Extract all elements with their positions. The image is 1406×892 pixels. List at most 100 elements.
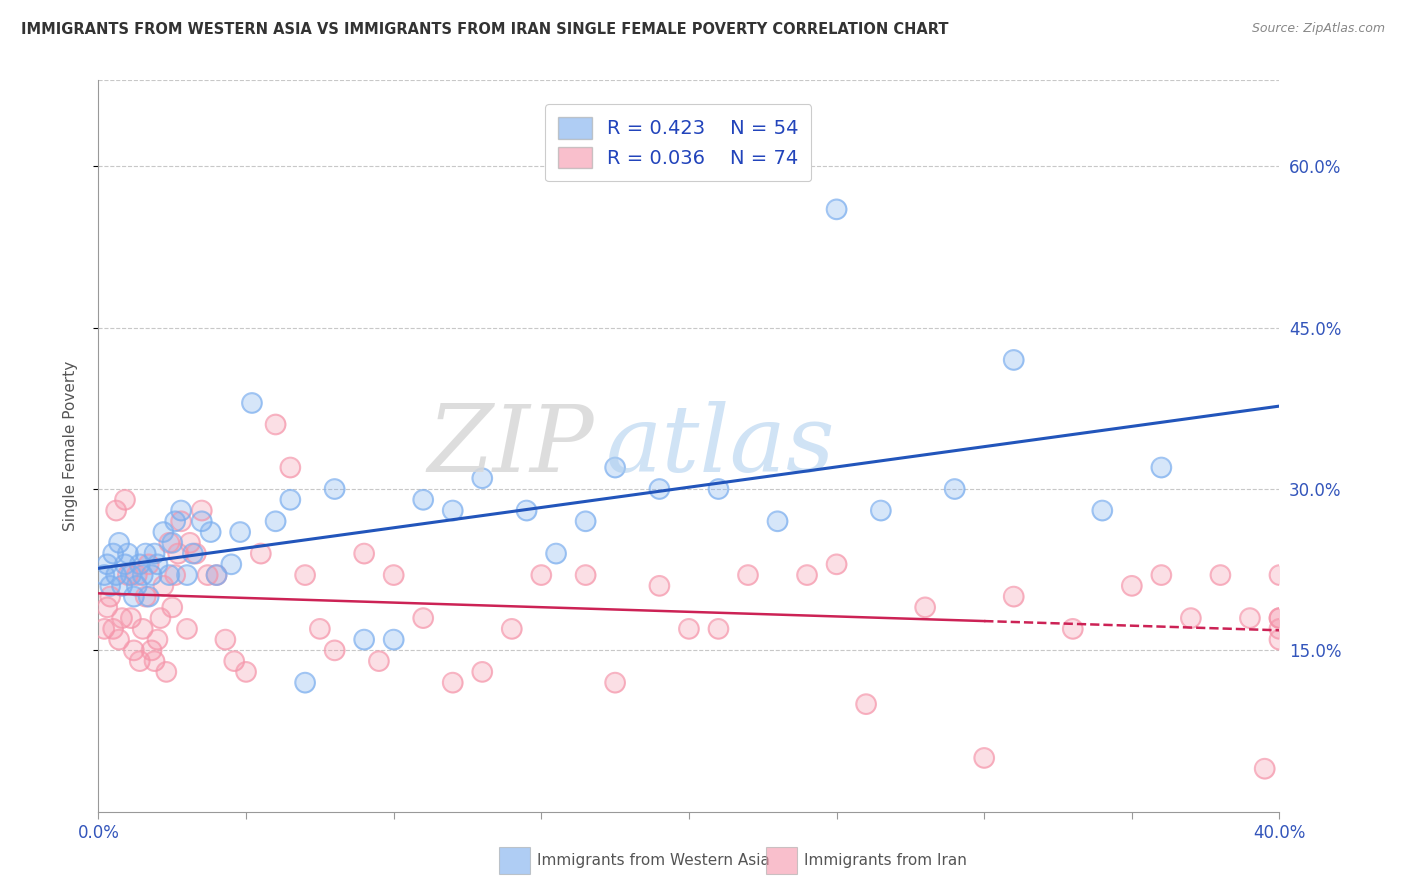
Point [219, 558, 242, 572]
Point [96, 600, 118, 615]
Point [138, 558, 160, 572]
Point [294, 675, 316, 690]
Point [574, 568, 596, 582]
Point [323, 643, 346, 657]
Point [205, 568, 228, 582]
Point [146, 632, 169, 647]
Point [1268, 632, 1291, 647]
Point [191, 514, 214, 528]
Point [170, 503, 193, 517]
Point [157, 568, 180, 582]
Point [412, 611, 434, 625]
Text: Immigrants from Iran: Immigrants from Iran [804, 854, 967, 868]
Point [205, 568, 228, 582]
Point [1268, 568, 1291, 582]
Point [138, 590, 160, 604]
Point [191, 503, 214, 517]
Point [143, 654, 166, 668]
Point [122, 643, 145, 657]
Point [323, 643, 346, 657]
Text: ZIP: ZIP [427, 401, 595, 491]
Point [1150, 568, 1173, 582]
Point [1002, 353, 1025, 368]
Point [105, 503, 128, 517]
Point [181, 547, 204, 561]
Point [138, 558, 160, 572]
Point [155, 665, 177, 679]
Point [294, 568, 316, 582]
Point [132, 622, 155, 636]
Point [546, 547, 568, 561]
Point [441, 675, 464, 690]
Point [678, 622, 700, 636]
Point [111, 611, 134, 625]
Point [108, 536, 131, 550]
Point [93, 622, 115, 636]
Point [162, 600, 183, 615]
Point [143, 654, 166, 668]
Point [278, 492, 302, 507]
Point [825, 202, 848, 217]
Point [141, 643, 163, 657]
Point [1002, 590, 1025, 604]
Point [1209, 568, 1232, 582]
Point [264, 514, 287, 528]
Point [114, 492, 136, 507]
Point [191, 514, 214, 528]
Point [128, 558, 150, 572]
Point [707, 622, 730, 636]
Point [111, 579, 134, 593]
Point [179, 536, 201, 550]
Point [93, 568, 115, 582]
Point [382, 632, 405, 647]
Point [214, 632, 236, 647]
Point [648, 482, 671, 496]
Point [155, 665, 177, 679]
Point [191, 503, 214, 517]
Point [707, 482, 730, 496]
Point [184, 547, 207, 561]
Point [103, 622, 125, 636]
Point [250, 547, 273, 561]
Point [111, 579, 134, 593]
Point [229, 524, 252, 539]
Point [114, 558, 136, 572]
Point [146, 558, 169, 572]
Y-axis label: Single Female Poverty: Single Female Poverty [63, 361, 77, 531]
Point [162, 536, 183, 550]
Point [309, 622, 332, 636]
Point [309, 622, 332, 636]
Point [914, 600, 936, 615]
Point [796, 568, 818, 582]
Point [219, 558, 242, 572]
Point [1239, 611, 1261, 625]
Point [93, 568, 115, 582]
Point [125, 579, 148, 593]
Point [855, 697, 877, 711]
Point [240, 396, 263, 410]
Text: Immigrants from Western Asia: Immigrants from Western Asia [537, 854, 770, 868]
Point [574, 568, 596, 582]
Point [157, 568, 180, 582]
Point [441, 503, 464, 517]
Point [152, 579, 174, 593]
Point [1268, 622, 1291, 636]
Point [368, 654, 391, 668]
Point [515, 503, 537, 517]
Point [141, 643, 163, 657]
Point [825, 558, 848, 572]
Point [132, 568, 155, 582]
Text: IMMIGRANTS FROM WESTERN ASIA VS IMMIGRANTS FROM IRAN SINGLE FEMALE POVERTY CORRE: IMMIGRANTS FROM WESTERN ASIA VS IMMIGRAN… [21, 22, 949, 37]
Point [98, 579, 121, 593]
Point [149, 611, 172, 625]
Point [93, 622, 115, 636]
Point [117, 547, 139, 561]
Point [278, 460, 302, 475]
Point [869, 503, 891, 517]
Point [471, 665, 494, 679]
Point [382, 568, 405, 582]
Point [214, 632, 236, 647]
Point [1268, 611, 1291, 625]
Point [914, 600, 936, 615]
Point [165, 568, 187, 582]
